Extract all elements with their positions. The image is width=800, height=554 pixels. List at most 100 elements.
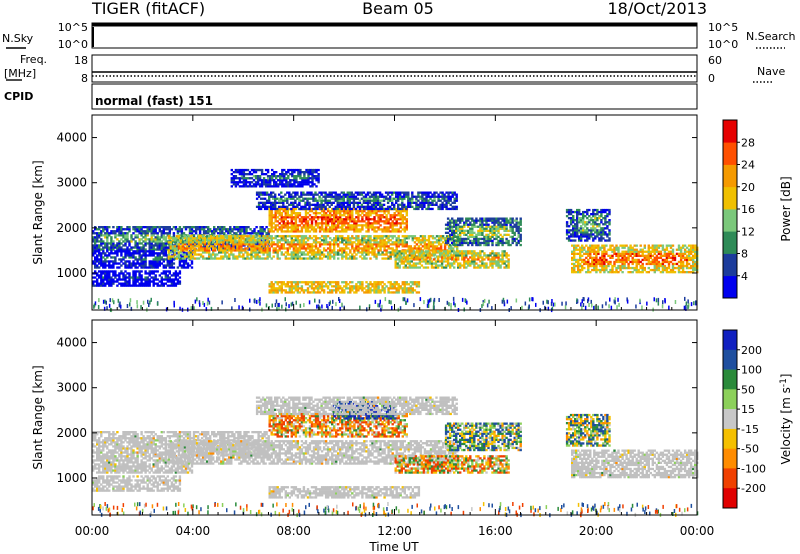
echo-cell — [252, 245, 255, 248]
echo-cell — [202, 228, 206, 231]
echo-cell — [495, 256, 498, 259]
echo-cell — [395, 243, 398, 246]
echo-cell — [320, 191, 323, 194]
echo-cell — [329, 281, 332, 284]
echo-cell — [262, 257, 265, 260]
echo-cell — [158, 248, 161, 251]
echo-cell — [335, 237, 338, 240]
echo-cell — [154, 236, 157, 239]
echo-cell — [467, 262, 470, 265]
echo-cell — [168, 230, 171, 233]
echo-cell — [134, 276, 137, 279]
echo-cell — [511, 225, 514, 228]
echo-cell — [351, 245, 354, 248]
echo-cell — [292, 251, 296, 254]
echo-cell — [94, 226, 97, 229]
echo-cell — [98, 282, 101, 285]
echo-cell — [455, 223, 458, 226]
echo-cell — [290, 243, 293, 246]
echo-cell — [175, 235, 179, 238]
echo-cell — [212, 239, 215, 242]
echo-cell — [146, 226, 149, 229]
echo-cell — [579, 250, 582, 253]
echo-cell — [579, 248, 582, 251]
echo-cell — [509, 243, 512, 247]
echo-cell — [162, 244, 165, 247]
echo-cell — [417, 203, 420, 206]
echo-cell — [427, 201, 430, 204]
echo-cell — [234, 235, 237, 238]
echo-cell — [120, 250, 123, 253]
echo-cell — [247, 226, 250, 229]
echo-cell — [457, 219, 460, 222]
echo-cell — [253, 228, 256, 231]
echo-cell — [312, 230, 316, 233]
echo-cell — [513, 237, 516, 241]
echo-cell — [114, 232, 117, 235]
echo-cell — [429, 243, 433, 246]
echo-cell — [296, 239, 300, 242]
echo-cell — [406, 256, 409, 259]
echo-cell — [230, 237, 233, 240]
echo-cell — [394, 264, 397, 267]
echo-cell — [222, 235, 225, 238]
echo-cell — [333, 257, 336, 260]
echo-cell — [286, 243, 289, 246]
echo-cell — [426, 256, 430, 259]
echo-cell — [397, 214, 400, 217]
echo-cell — [180, 232, 184, 235]
echo-cell — [442, 250, 446, 253]
echo-cell — [485, 221, 488, 224]
echo-cell — [421, 207, 424, 211]
echo-cell — [366, 201, 370, 204]
echo-cell — [280, 208, 283, 211]
echo-cell — [142, 236, 145, 239]
echo-cell — [359, 283, 362, 286]
echo-cell — [416, 250, 420, 253]
echo-cell — [210, 237, 213, 240]
echo-cell — [322, 243, 326, 246]
echo-cell — [284, 214, 287, 217]
echo-cell — [248, 237, 251, 240]
echo-cell — [357, 289, 360, 292]
echo-cell — [471, 254, 474, 257]
echo-cell — [302, 257, 306, 260]
echo-cell — [393, 281, 396, 284]
echo-cell — [335, 291, 338, 294]
echo-cell — [477, 241, 480, 245]
echo-cell — [306, 251, 310, 254]
echo-cell — [389, 207, 392, 211]
echo-cell — [393, 218, 396, 221]
echo-cell — [350, 193, 353, 196]
echo-cell — [272, 241, 275, 244]
echo-cell — [437, 199, 440, 202]
echo-cell — [400, 258, 403, 261]
echo-cell — [358, 201, 362, 204]
echo-cell — [268, 208, 271, 211]
echo-cell — [316, 247, 320, 250]
echo-cell — [573, 264, 576, 268]
echo-cell — [439, 203, 442, 206]
echo-cell — [517, 235, 520, 238]
echo-cell — [326, 193, 329, 196]
echo-cell — [300, 245, 304, 248]
echo-cell — [276, 251, 279, 254]
echo-cell — [290, 207, 293, 211]
echo-cell — [240, 245, 243, 248]
echo-cell — [250, 245, 253, 248]
echo-cell — [284, 247, 287, 250]
echo-cell — [351, 257, 354, 260]
echo-cell — [217, 232, 220, 235]
echo-cell — [160, 240, 163, 243]
echo-cell — [292, 245, 296, 248]
echo-cell — [290, 214, 293, 217]
echo-cell — [230, 253, 233, 256]
echo-cell — [304, 197, 307, 200]
echo-cell — [336, 205, 339, 208]
echo-cell — [331, 285, 334, 288]
echo-cell — [461, 237, 464, 241]
echo-cell — [370, 193, 374, 196]
echo-cell — [100, 274, 103, 277]
echo-cell — [216, 257, 219, 260]
echo-cell — [190, 232, 194, 235]
